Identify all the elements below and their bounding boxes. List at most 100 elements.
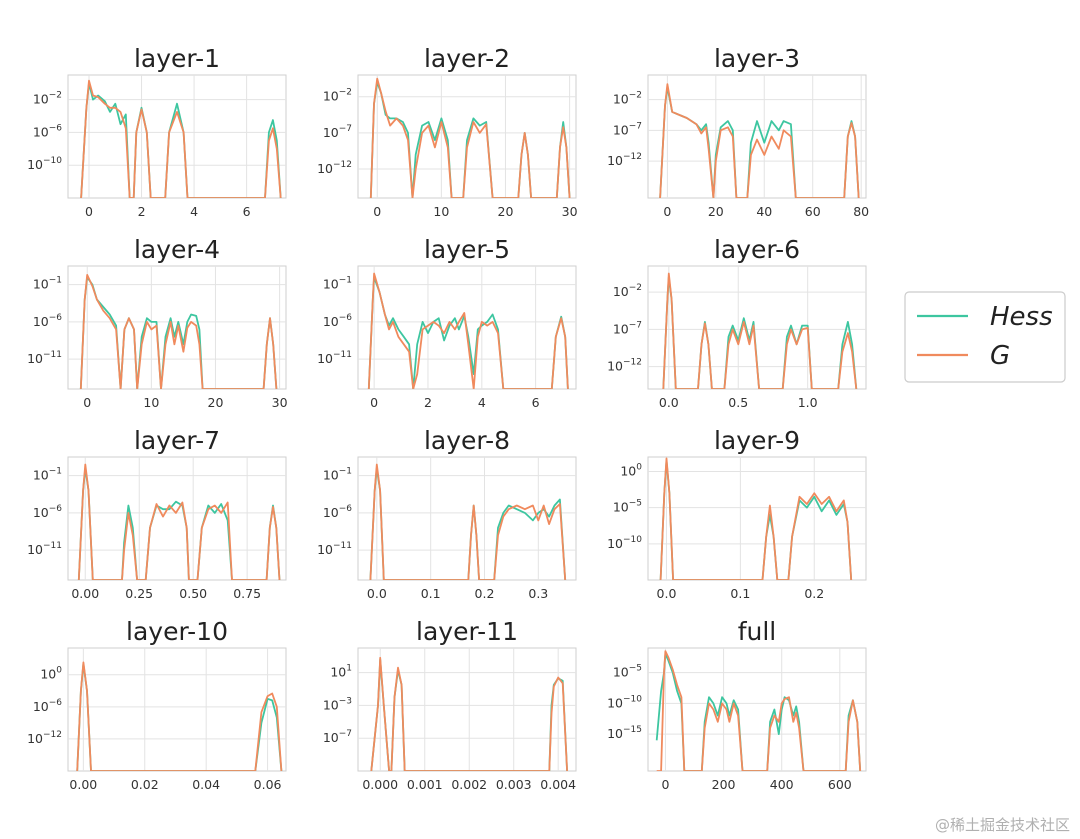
y-tick-label: 10−15 [607, 725, 642, 741]
x-tick-label: 2 [138, 204, 146, 219]
x-tick-label: 0 [663, 204, 671, 219]
y-tick-label: 10−7 [613, 320, 642, 336]
subplot-layer-8: layer-8 0.0 0.1 0.2 0.3 10−1 10−6 10−11 [317, 426, 577, 601]
subplot-layer-4: layer-4 0 10 20 30 10−1 10−6 10−11 [27, 235, 287, 410]
x-tick-label: 0.0 [367, 586, 387, 601]
x-tick-label: 0 [85, 204, 93, 219]
subplot-title: layer-9 [714, 426, 800, 455]
x-tick-label: 0.003 [496, 777, 532, 792]
y-tick-label: 10−11 [27, 350, 62, 366]
x-tick-label: 0.1 [730, 586, 750, 601]
plot-frame [67, 74, 287, 199]
x-tick-label: 0.06 [254, 777, 282, 792]
series-line-g [656, 650, 862, 771]
series-group [659, 457, 853, 580]
x-tick-label: 0.0 [659, 395, 679, 410]
y-tick-label: 10−2 [323, 88, 352, 104]
x-tick-label: 4 [478, 395, 486, 410]
plot-frame [357, 74, 577, 199]
subplot-title: layer-3 [714, 44, 800, 73]
x-tick-label: 0.04 [192, 777, 220, 792]
x-tick-label: 400 [770, 777, 794, 792]
y-tick-label: 10−12 [317, 160, 352, 176]
y-tick-label: 10−6 [33, 313, 62, 329]
x-tick-label: 0.001 [407, 777, 443, 792]
y-tick-label: 100 [40, 666, 62, 682]
y-tick-label: 10−10 [607, 535, 642, 551]
x-tick-label: 0 [370, 395, 378, 410]
subplot-layer-7: layer-7 0.00 0.25 0.50 0.75 10−1 10−6 10−11 [27, 426, 287, 601]
x-tick-label: 0 [373, 204, 381, 219]
subplot-title: layer-1 [134, 44, 220, 73]
subplot-layer-6: layer-6 0.0 0.5 1.0 10−2 10−7 10−12 [607, 235, 867, 410]
x-tick-label: 20 [208, 395, 224, 410]
series-group [76, 661, 283, 771]
series-line-g [659, 83, 860, 198]
y-tick-label: 10−6 [33, 123, 62, 139]
subplot-title: layer-7 [134, 426, 220, 455]
x-tick-label: 0.5 [728, 395, 748, 410]
y-tick-label: 10−1 [323, 467, 352, 483]
subplot-layer-2: layer-2 0 10 20 30 10−2 10−7 10−12 [317, 44, 577, 219]
subplot-title: layer-8 [424, 426, 510, 455]
y-tick-label: 10−1 [323, 276, 352, 292]
x-tick-label: 10 [143, 395, 159, 410]
x-tick-label: 6 [243, 204, 251, 219]
series-group [659, 83, 860, 198]
legend-box [904, 291, 1066, 383]
x-tick-label: 4 [190, 204, 198, 219]
x-tick-label: 60 [805, 204, 821, 219]
subplot-layer-3: layer-3 0 20 40 60 80 10−2 10−7 10−12 [607, 44, 869, 219]
x-tick-label: 40 [756, 204, 772, 219]
x-tick-label: 0 [661, 777, 669, 792]
y-tick-label: 10−10 [607, 694, 642, 710]
plot-frame [647, 456, 867, 581]
series-group [80, 79, 282, 198]
y-tick-label: 101 [330, 664, 352, 680]
legend-label-g: G [990, 341, 1010, 371]
series-group [662, 272, 858, 389]
y-tick-label: 10−11 [27, 541, 62, 557]
plot-frame [357, 647, 577, 772]
y-tick-label: 10−12 [27, 730, 62, 746]
series-group [655, 650, 862, 771]
x-tick-label: 2 [424, 395, 432, 410]
y-tick-label: 10−5 [613, 664, 642, 680]
x-tick-label: 0.3 [528, 586, 548, 601]
series-line-g [76, 661, 283, 771]
series-group [369, 463, 567, 580]
y-tick-label: 10−2 [33, 91, 62, 107]
series-line-hess [77, 467, 281, 580]
x-tick-label: 0.002 [451, 777, 487, 792]
x-tick-label: 0.25 [125, 586, 153, 601]
subplot-title: layer-10 [126, 617, 228, 646]
x-tick-label: 0.00 [71, 586, 99, 601]
x-tick-label: 0.1 [421, 586, 441, 601]
y-tick-label: 10−7 [323, 729, 352, 745]
x-tick-label: 10 [433, 204, 449, 219]
subplot-title: layer-5 [424, 235, 510, 264]
x-tick-label: 20 [498, 204, 514, 219]
y-tick-label: 10−1 [33, 276, 62, 292]
series-line-hess [662, 276, 858, 389]
subplot-layer-10: layer-10 0.00 0.02 0.04 0.06 100 10−6 10−12 [27, 617, 287, 792]
y-tick-label: 10−1 [33, 467, 62, 483]
x-tick-label: 0 [83, 395, 91, 410]
series-group [79, 273, 278, 389]
series-line-g [80, 79, 282, 198]
subplot-title: layer-6 [714, 235, 800, 264]
y-tick-label: 10−6 [323, 313, 352, 329]
x-tick-label: 1.0 [798, 395, 818, 410]
subplot-layer-5: layer-5 0 2 4 6 10−1 10−6 10−11 [317, 235, 577, 410]
x-tick-label: 0.2 [804, 586, 824, 601]
x-tick-label: 20 [708, 204, 724, 219]
y-tick-label: 10−6 [33, 504, 62, 520]
x-tick-label: 0.0 [657, 586, 677, 601]
series-group [370, 656, 568, 771]
x-tick-label: 200 [712, 777, 736, 792]
subplot-title: layer-2 [424, 44, 510, 73]
subplot-title: layer-11 [416, 617, 518, 646]
plot-frame [67, 647, 287, 772]
